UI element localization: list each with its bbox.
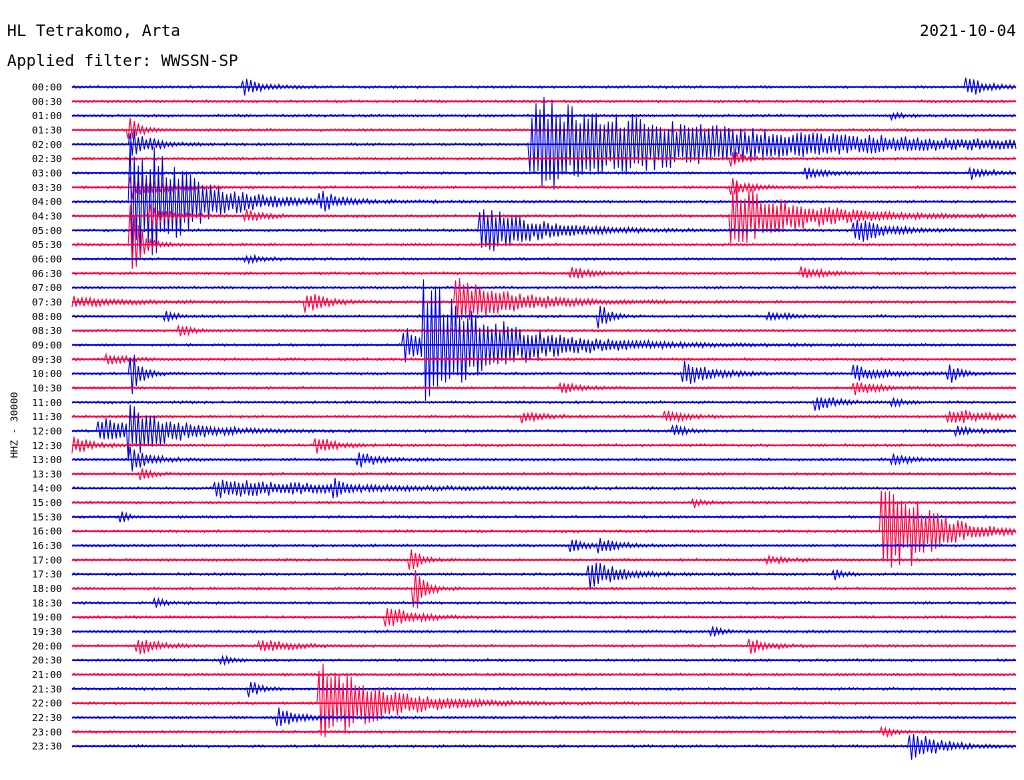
row-time-label: 04:30 <box>32 211 62 222</box>
trace-line <box>71 305 1017 329</box>
row-time-label: 20:30 <box>32 656 62 667</box>
row-time-label: 13:30 <box>32 469 62 480</box>
row-time-label: 18:00 <box>32 584 62 595</box>
row-time-label: 01:00 <box>32 111 62 122</box>
row-time-label: 16:00 <box>32 527 62 538</box>
trace-line <box>71 562 1017 590</box>
row-time-label: 22:00 <box>32 699 62 710</box>
trace-line <box>71 266 1017 280</box>
row-time-label: 06:00 <box>32 254 62 265</box>
row-time-label: 21:00 <box>32 670 62 681</box>
trace-line <box>71 381 1017 396</box>
row-time-label: 13:00 <box>32 455 62 466</box>
trace-line <box>71 497 1017 509</box>
trace-line <box>71 166 1017 180</box>
row-time-label: 19:00 <box>32 613 62 624</box>
row-time-label: 11:00 <box>32 398 62 409</box>
trace-line <box>71 707 1017 727</box>
row-time-label: 08:00 <box>32 312 62 323</box>
trace-line <box>71 397 1017 411</box>
row-time-label: 15:00 <box>32 498 62 509</box>
row-time-label: 12:00 <box>32 426 62 437</box>
row-time-label: 07:30 <box>32 297 62 308</box>
row-time-label: 00:00 <box>32 83 62 94</box>
row-time-label: 00:30 <box>32 97 62 108</box>
filter-label: Applied filter: WWSSN-SP <box>7 51 239 70</box>
row-time-label: 19:30 <box>32 627 62 638</box>
row-time-label: 02:30 <box>32 154 62 165</box>
row-time-label: 06:30 <box>32 269 62 280</box>
row-time-label: 04:00 <box>32 197 62 208</box>
row-time-label: 12:30 <box>32 441 62 452</box>
row-time-label: 23:00 <box>32 727 62 738</box>
row-time-label: 23:30 <box>32 742 62 753</box>
row-time-label: 16:30 <box>32 541 62 552</box>
row-time-label: 07:00 <box>32 283 62 294</box>
row-time-label: 14:00 <box>32 484 62 495</box>
row-time-label: 01:30 <box>32 125 62 136</box>
row-time-label: 02:00 <box>32 140 62 151</box>
row-time-label: 09:00 <box>32 340 62 351</box>
row-time-label: 22:30 <box>32 713 62 724</box>
row-time-label: 18:30 <box>32 598 62 609</box>
row-time-label: 21:30 <box>32 684 62 695</box>
row-time-label: 05:30 <box>32 240 62 251</box>
trace-line <box>71 278 1017 321</box>
row-time-label: 10:30 <box>32 383 62 394</box>
row-time-label: 10:00 <box>32 369 62 380</box>
record-date: 2021-10-04 <box>919 21 1016 40</box>
row-time-label: 17:30 <box>32 570 62 581</box>
row-time-label: 11:30 <box>32 412 62 423</box>
row-time-label: 03:00 <box>32 168 62 179</box>
row-time-label: 03:30 <box>32 183 62 194</box>
trace-line <box>71 96 1017 190</box>
row-time-label: 20:00 <box>32 641 62 652</box>
trace-line <box>71 117 1017 140</box>
row-time-label: 17:00 <box>32 555 62 566</box>
row-time-label: 08:30 <box>32 326 62 337</box>
station-title: HL Tetrakomo, Arta <box>7 21 181 40</box>
row-time-label: 15:30 <box>32 512 62 523</box>
row-time-label: 09:30 <box>32 355 62 366</box>
row-time-label: 05:00 <box>32 226 62 237</box>
